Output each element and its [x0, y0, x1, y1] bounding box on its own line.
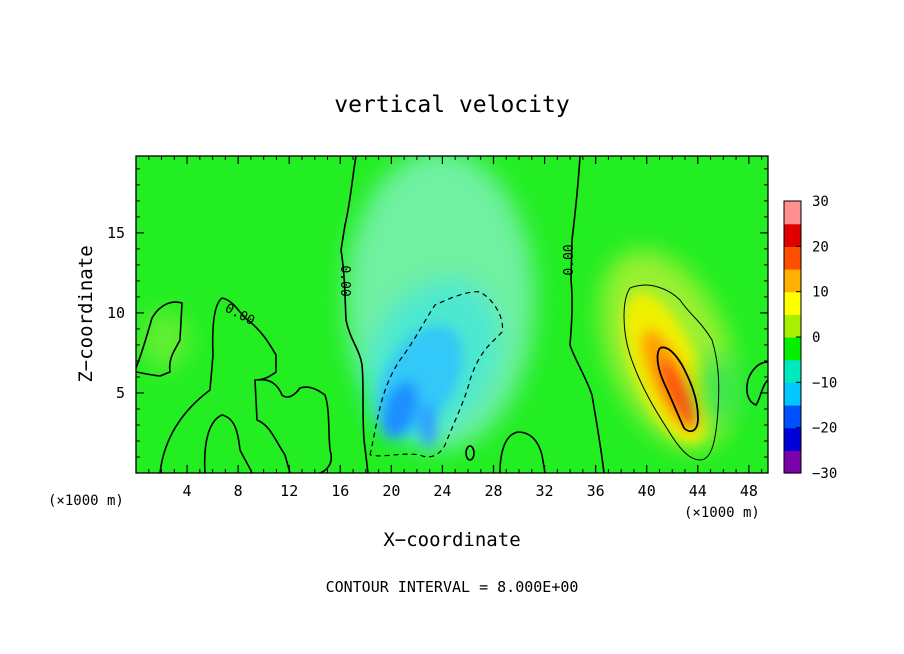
colorbar-tick-label: 0 — [812, 330, 820, 346]
zero-contour-left — [159, 297, 291, 473]
plot-frame — [135, 155, 769, 474]
colorbar-band — [784, 314, 801, 338]
y-axis-label: Z−coordinate — [75, 245, 97, 382]
x-tick-label: 48 — [740, 482, 758, 500]
colorbar-tick-label: 10 — [812, 285, 829, 301]
colorbar-band — [784, 201, 801, 225]
colorbar-band — [784, 382, 801, 406]
colorbar-band — [784, 337, 801, 361]
zero-contour-left-2 — [136, 301, 183, 377]
colorbar-tick-label: 30 — [812, 194, 829, 210]
x-tick-label: 44 — [689, 482, 707, 500]
contour-label-2: 0.00 — [337, 265, 352, 296]
contour-interval: CONTOUR INTERVAL = 8.000E+00 — [326, 578, 579, 596]
negative-contour — [369, 291, 504, 458]
x-tick-label: 16 — [331, 482, 349, 500]
colorbar-tick-label: 20 — [812, 239, 829, 255]
zero-contour-blob-28 — [499, 431, 546, 473]
y-tick-label: 10 — [107, 304, 125, 322]
x-unit-left: (×1000 m) — [48, 493, 124, 509]
contour-lines — [136, 156, 768, 473]
contour-label-3: 0.00 — [562, 244, 577, 275]
colorbar-band — [784, 291, 801, 315]
colorbar-band — [784, 405, 801, 429]
x-tick-label: 24 — [433, 482, 451, 500]
colorbar-band — [784, 450, 801, 474]
colorbar-band — [784, 427, 801, 451]
zero-contour-inner-a — [203, 414, 253, 473]
updraft-contour-thin — [623, 284, 720, 461]
chart-title: vertical velocity — [334, 92, 569, 118]
x-unit-right: (×1000 m) — [684, 505, 760, 521]
x-tick-label: 36 — [587, 482, 605, 500]
x-tick-label: 28 — [484, 482, 502, 500]
zero-contour-vertical-35 — [569, 156, 605, 473]
x-ticks: 4 8 12 16 20 24 28 32 36 40 44 48 — [148, 156, 763, 500]
zero-contour-small — [465, 445, 475, 461]
updraft-core — [659, 358, 697, 428]
x-tick-label: 32 — [536, 482, 554, 500]
colorbar-ticks: 30 20 10 0 −10 −20 −30 — [796, 194, 837, 482]
downdraft-core-2 — [420, 403, 436, 447]
x-tick-label: 12 — [280, 482, 298, 500]
colorbar-tick-label: −30 — [812, 466, 837, 482]
field-variation-2 — [695, 355, 745, 425]
colorbar-bands — [784, 201, 801, 474]
zero-contour-vertical-16 — [340, 156, 369, 473]
downdraft-core — [381, 381, 419, 439]
colorbar-band — [784, 359, 801, 383]
colorbar-tick-label: −20 — [812, 421, 837, 437]
x-tick-label: 20 — [382, 482, 400, 500]
colorbar-band — [784, 223, 801, 247]
y-tick-label: 15 — [107, 224, 125, 242]
y-ticks: 5 10 15 — [107, 168, 768, 458]
field-variation-1 — [140, 310, 190, 370]
colorbar: 30 20 10 0 −10 −20 −30 — [783, 194, 837, 482]
updraft-contour-thick — [656, 346, 699, 433]
x-tick-label: 4 — [183, 482, 192, 500]
x-tick-label: 40 — [638, 482, 656, 500]
zero-contour-inner-b — [257, 378, 333, 473]
y-tick-label: 5 — [116, 384, 125, 402]
colorbar-tick-label: −10 — [812, 375, 837, 391]
x-axis-label: X−coordinate — [383, 529, 520, 551]
colorbar-band — [784, 269, 801, 293]
x-tick-label: 8 — [234, 482, 243, 500]
heatmap-field — [136, 156, 768, 473]
colorbar-band — [784, 246, 801, 270]
